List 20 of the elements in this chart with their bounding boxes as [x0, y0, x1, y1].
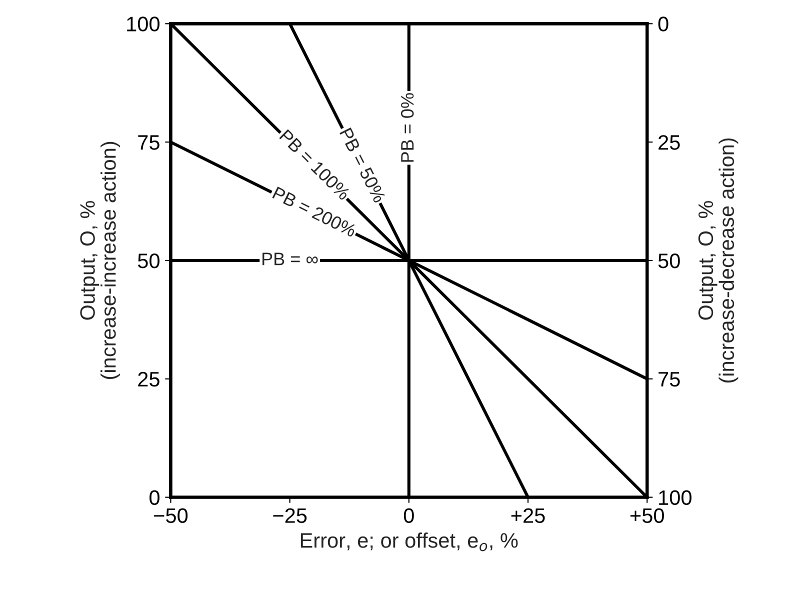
y2-tick-label: 0 — [658, 16, 668, 32]
y2-axis-title: Output, O, % (increase-decrease action) — [698, 138, 738, 382]
series-label: PB = ∞ — [262, 252, 318, 266]
x-tick-label: +50 — [630, 508, 664, 523]
text: PB = 0% — [400, 93, 414, 162]
x-tick-label: 0 — [404, 508, 414, 523]
y2-tick-label: 25 — [658, 135, 680, 150]
y-tick-label: 0 — [150, 490, 160, 506]
y2-tick-label: 75 — [658, 372, 680, 387]
x-axis-title: Error, e; or offset, e$_{o}$, % — [300, 532, 518, 552]
y-axis-title: Output, O, % (increase-increase action) — [80, 142, 120, 380]
x-tick-label: −50 — [154, 508, 188, 523]
y2-tick-label: 100 — [659, 490, 692, 506]
y-tick-label: 100 — [127, 16, 160, 32]
y2-tick-label: 50 — [658, 253, 680, 268]
x-tick-label: +25 — [511, 508, 545, 523]
x-tick-label: −25 — [273, 508, 307, 523]
y-tick-label: 75 — [138, 135, 160, 150]
y-tick-label: 50 — [138, 253, 160, 268]
y-tick-label: 25 — [138, 372, 160, 387]
